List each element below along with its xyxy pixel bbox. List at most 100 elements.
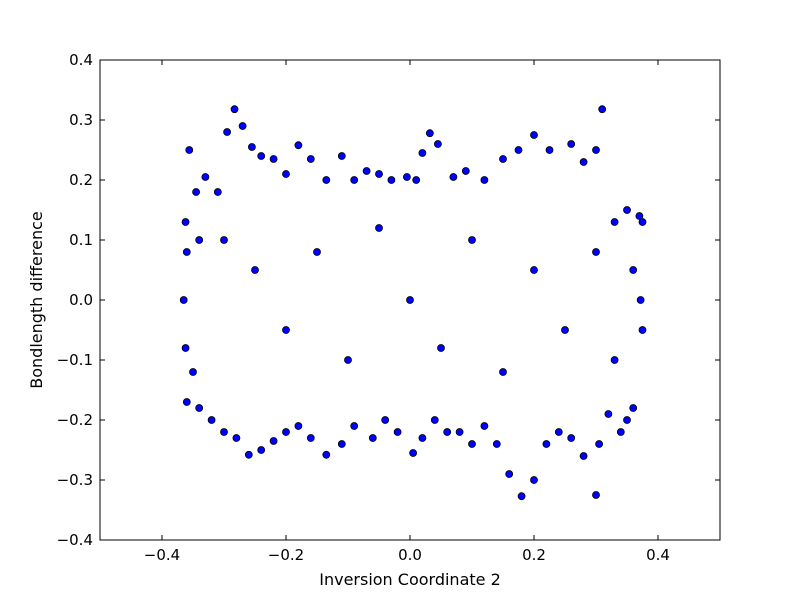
data-point (201, 173, 210, 181)
y-tick-label: 0.4 (69, 51, 93, 69)
data-point (530, 131, 538, 139)
data-point (282, 170, 290, 178)
data-point (182, 248, 191, 256)
x-tick-label: 0.4 (646, 546, 670, 564)
data-point (443, 428, 452, 436)
data-point (592, 146, 600, 154)
y-tick-label: −0.4 (57, 531, 93, 549)
data-point (368, 434, 377, 442)
axis-ticks: −0.4 −0.2 0.0 0.2 0.4 −0.4 −0.3 −0.2 −0.1 0.0 0.1 0… (57, 51, 720, 564)
data-point (306, 155, 315, 163)
data-point (629, 404, 638, 412)
data-point (610, 356, 619, 364)
data-point (430, 416, 439, 424)
y-tick-label: −0.3 (57, 471, 93, 489)
data-point (545, 146, 554, 154)
data-point (282, 428, 290, 436)
data-point (480, 422, 489, 430)
data-point (638, 326, 647, 334)
data-point (517, 492, 526, 501)
data-point (322, 450, 331, 459)
data-point (604, 410, 613, 418)
y-axis-label: Bondlength difference (27, 211, 46, 388)
data-point (375, 224, 383, 232)
data-point (418, 149, 427, 157)
data-point (344, 356, 352, 364)
data-point (185, 146, 194, 154)
data-point (418, 434, 427, 442)
data-point (238, 122, 247, 130)
y-tick-label: 0.0 (69, 291, 93, 309)
data-point (257, 446, 266, 454)
data-point (579, 158, 588, 166)
data-point (623, 416, 631, 424)
data-point (350, 176, 359, 184)
data-point (499, 155, 507, 163)
data-point (195, 236, 204, 244)
data-point (337, 152, 346, 160)
data-point (406, 296, 414, 304)
data-point (381, 416, 390, 424)
data-point (322, 176, 331, 184)
y-tick-label: 0.3 (69, 111, 93, 129)
data-point (189, 368, 197, 376)
data-point (220, 236, 228, 244)
data-point (623, 206, 631, 214)
data-point (387, 176, 396, 184)
data-point (402, 173, 411, 181)
data-point (425, 129, 434, 138)
data-points (179, 105, 647, 501)
data-point (579, 452, 588, 460)
data-point (393, 428, 402, 436)
data-point (306, 434, 315, 442)
data-point (610, 218, 619, 226)
data-point (220, 428, 228, 436)
data-point (437, 344, 445, 352)
x-tick-label: −0.2 (268, 546, 304, 564)
data-point (269, 155, 278, 163)
data-point (433, 140, 442, 148)
data-point (499, 368, 507, 376)
data-point (461, 167, 470, 175)
data-point (638, 218, 647, 226)
data-point (567, 434, 576, 442)
data-point (192, 188, 201, 196)
data-point (251, 266, 259, 274)
y-tick-label: −0.2 (57, 411, 93, 429)
data-point (337, 440, 346, 448)
data-point (629, 266, 638, 274)
data-point (412, 176, 421, 184)
data-point (616, 428, 625, 436)
data-point (195, 404, 204, 412)
data-point (269, 437, 278, 445)
data-point (530, 266, 538, 274)
data-point (542, 440, 551, 448)
data-point (455, 428, 464, 436)
data-point (468, 440, 476, 448)
data-point (182, 398, 191, 406)
x-tick-label: 0.2 (522, 546, 546, 564)
data-point (207, 416, 216, 424)
x-axis-label: Inversion Coordinate 2 (319, 570, 501, 589)
data-point (492, 440, 501, 448)
data-point (350, 422, 359, 430)
data-point (514, 146, 523, 154)
data-point (282, 326, 290, 334)
data-point (223, 128, 232, 136)
data-point (595, 440, 603, 448)
data-point (635, 212, 644, 220)
data-point (449, 173, 458, 181)
data-point (554, 428, 563, 436)
data-point (232, 434, 241, 442)
x-tick-label: −0.4 (144, 546, 180, 564)
data-point (362, 167, 371, 175)
y-tick-label: 0.2 (69, 171, 93, 189)
data-point (313, 248, 321, 256)
data-point (181, 218, 190, 226)
data-point (294, 422, 303, 430)
data-point (294, 141, 303, 150)
data-point (480, 176, 489, 184)
